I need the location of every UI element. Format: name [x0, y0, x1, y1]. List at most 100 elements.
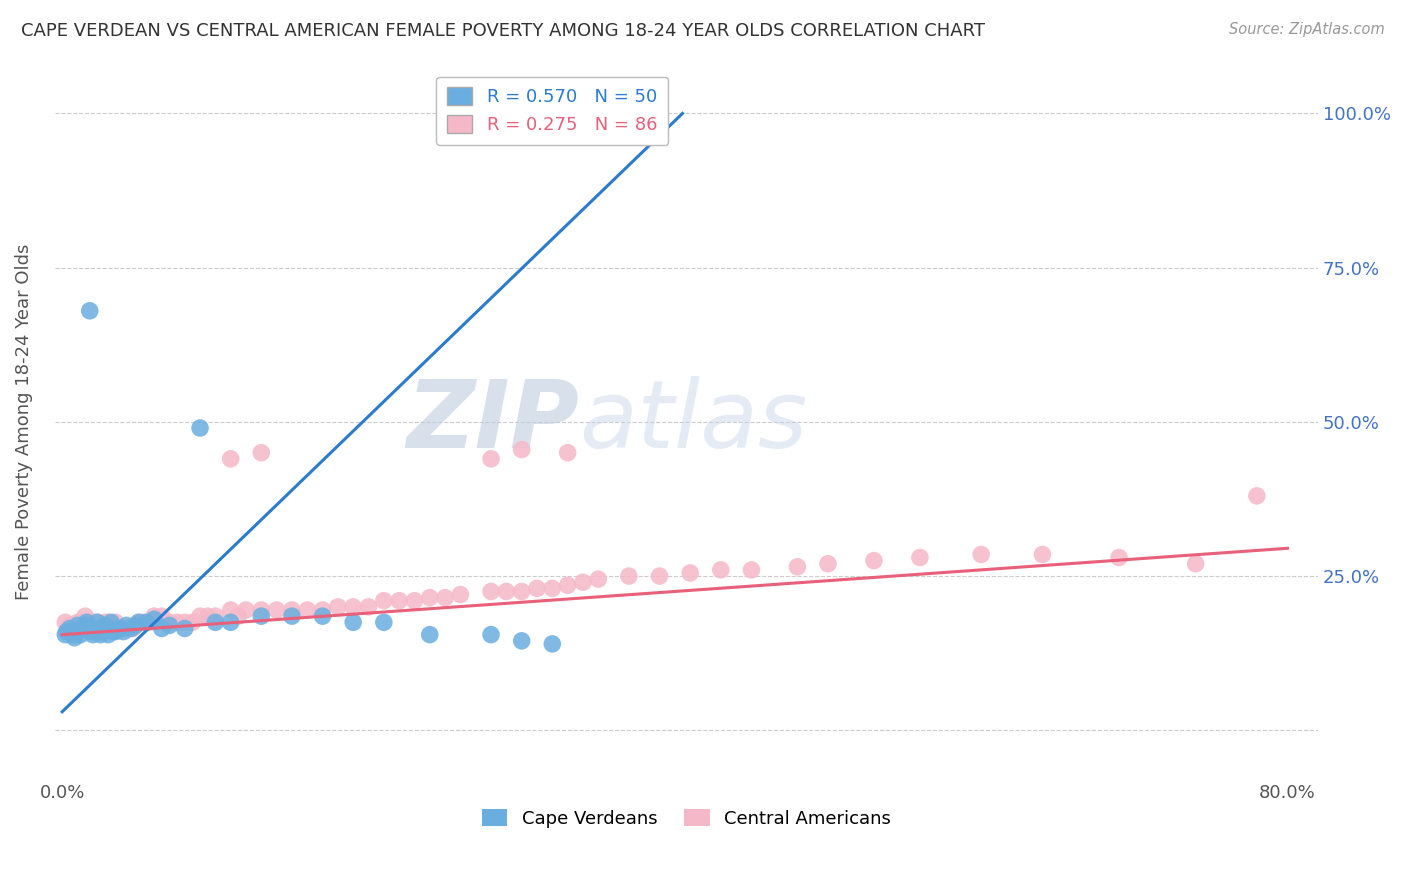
- Point: [863, 554, 886, 568]
- Point: [266, 603, 288, 617]
- Point: [101, 624, 124, 639]
- Point: [112, 624, 135, 639]
- Point: [82, 627, 104, 641]
- Point: [53, 627, 76, 641]
- Point: [62, 627, 84, 641]
- Point: [63, 618, 86, 632]
- Point: [188, 609, 211, 624]
- Point: [204, 609, 226, 624]
- Point: [495, 584, 517, 599]
- Point: [166, 615, 188, 630]
- Point: [66, 618, 89, 632]
- Point: [79, 303, 101, 318]
- Point: [75, 622, 97, 636]
- Point: [219, 603, 242, 617]
- Point: [75, 618, 97, 632]
- Point: [97, 615, 120, 630]
- Point: [710, 563, 733, 577]
- Point: [908, 550, 931, 565]
- Point: [143, 609, 166, 624]
- Point: [373, 593, 395, 607]
- Point: [342, 615, 364, 630]
- Point: [281, 609, 304, 624]
- Point: [419, 627, 441, 641]
- Point: [143, 612, 166, 626]
- Point: [97, 627, 120, 641]
- Point: [89, 627, 111, 641]
- Point: [110, 622, 132, 636]
- Point: [128, 615, 150, 630]
- Point: [373, 615, 395, 630]
- Point: [132, 615, 155, 630]
- Point: [150, 609, 173, 624]
- Point: [970, 548, 993, 562]
- Point: [93, 624, 115, 639]
- Point: [235, 603, 257, 617]
- Point: [479, 451, 502, 466]
- Point: [91, 622, 114, 636]
- Point: [1031, 548, 1053, 562]
- Point: [817, 557, 839, 571]
- Point: [357, 599, 380, 614]
- Point: [112, 622, 135, 636]
- Point: [125, 618, 148, 632]
- Point: [104, 615, 127, 630]
- Point: [188, 421, 211, 435]
- Y-axis label: Female Poverty Among 18-24 Year Olds: Female Poverty Among 18-24 Year Olds: [15, 244, 32, 600]
- Point: [84, 624, 107, 639]
- Point: [510, 633, 533, 648]
- Point: [326, 599, 349, 614]
- Point: [66, 624, 89, 639]
- Point: [449, 588, 471, 602]
- Point: [617, 569, 640, 583]
- Point: [67, 622, 90, 636]
- Point: [541, 582, 564, 596]
- Point: [82, 622, 104, 636]
- Point: [572, 575, 595, 590]
- Point: [55, 624, 77, 639]
- Point: [89, 622, 111, 636]
- Point: [82, 624, 104, 639]
- Point: [479, 584, 502, 599]
- Point: [70, 622, 93, 636]
- Point: [342, 599, 364, 614]
- Point: [77, 615, 100, 630]
- Point: [115, 618, 138, 632]
- Point: [63, 631, 86, 645]
- Point: [58, 622, 80, 636]
- Point: [679, 566, 702, 580]
- Point: [76, 622, 98, 636]
- Point: [219, 451, 242, 466]
- Text: ZIP: ZIP: [406, 376, 579, 467]
- Point: [65, 627, 87, 641]
- Point: [557, 578, 579, 592]
- Point: [100, 615, 122, 630]
- Point: [135, 615, 157, 630]
- Point: [228, 609, 250, 624]
- Point: [388, 593, 411, 607]
- Point: [121, 622, 143, 636]
- Point: [526, 582, 548, 596]
- Point: [69, 627, 91, 641]
- Point: [281, 603, 304, 617]
- Point: [740, 563, 762, 577]
- Point: [138, 615, 160, 630]
- Point: [419, 591, 441, 605]
- Point: [75, 615, 97, 630]
- Point: [434, 591, 457, 605]
- Point: [82, 615, 104, 630]
- Text: Source: ZipAtlas.com: Source: ZipAtlas.com: [1229, 22, 1385, 37]
- Point: [219, 615, 242, 630]
- Text: atlas: atlas: [579, 376, 807, 467]
- Point: [786, 559, 808, 574]
- Point: [1184, 557, 1206, 571]
- Point: [59, 622, 82, 636]
- Point: [79, 622, 101, 636]
- Point: [80, 615, 103, 630]
- Point: [100, 622, 122, 636]
- Point: [181, 615, 204, 630]
- Point: [117, 622, 139, 636]
- Point: [59, 618, 82, 632]
- Point: [104, 624, 127, 639]
- Point: [79, 624, 101, 639]
